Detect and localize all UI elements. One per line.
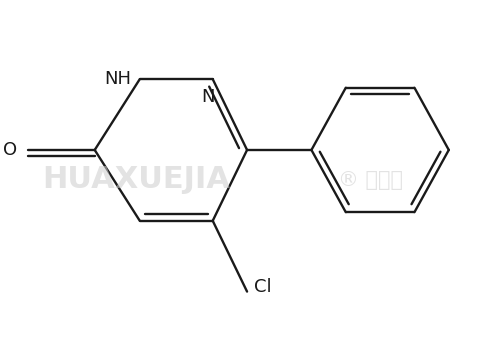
Text: ® 化学加: ® 化学加 xyxy=(338,170,403,190)
Text: Cl: Cl xyxy=(253,278,271,296)
Text: N: N xyxy=(202,88,215,106)
Text: HUAXUEJIA: HUAXUEJIA xyxy=(42,166,230,194)
Text: NH: NH xyxy=(104,70,131,88)
Text: O: O xyxy=(3,141,17,159)
